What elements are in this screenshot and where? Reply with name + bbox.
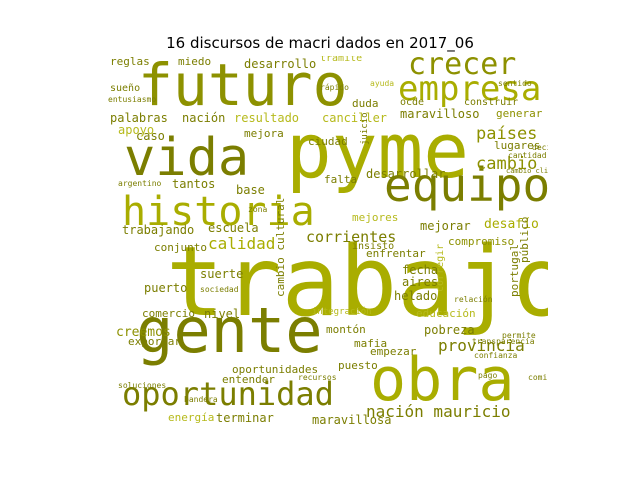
word-cloud-word: bandera	[184, 395, 218, 404]
word-cloud-word: reglas	[110, 56, 150, 68]
word-cloud-word: maravillosa	[312, 413, 392, 426]
word-cloud-word: montón	[326, 323, 366, 336]
word-cloud-word: público	[518, 216, 531, 263]
word-cloud-word: ocde	[400, 97, 425, 108]
word-cloud-word: base	[236, 183, 265, 197]
word-cloud-word: cambio cultural	[274, 197, 287, 297]
word-cloud-word: apoyo	[118, 123, 155, 137]
word-cloud-word: canciller	[322, 111, 388, 125]
word-cloud-word: oportunidades	[232, 363, 319, 376]
word-cloud-word: pobreza	[424, 323, 475, 337]
word-cloud-word: mejorar	[420, 219, 471, 233]
word-cloud-word: miedo	[178, 56, 212, 68]
word-cloud-word: nación mauricio	[366, 402, 511, 421]
word-cloud-word: comisión	[528, 373, 548, 382]
word-cloud-word: caso	[136, 129, 165, 143]
word-cloud-word: fecha	[402, 263, 439, 277]
word-cloud-word: sueño	[110, 83, 141, 94]
word-cloud-word: integración	[312, 307, 372, 317]
word-cloud-word: desafío	[484, 217, 539, 232]
word-cloud-word: generar	[496, 107, 543, 120]
word-cloud-word: resultado	[234, 111, 300, 125]
word-cloud-word: entusiasmo	[108, 95, 157, 104]
word-cloud-word: aires	[402, 275, 439, 289]
word-cloud-word: pyme	[286, 106, 470, 195]
word-cloud-word: empezar	[370, 345, 417, 358]
word-cloud-word: puesto	[338, 359, 378, 372]
word-cloud-word: comercio	[142, 307, 195, 320]
word-cloud-word: países	[476, 124, 538, 144]
word-cloud-word: duda	[352, 97, 379, 110]
word-cloud-word: cambio climático	[506, 167, 548, 175]
word-cloud-word: desarrollo	[244, 57, 317, 71]
word-cloud-word: decidir	[532, 143, 548, 152]
word-cloud-word: puerto	[144, 281, 188, 295]
word-cloud-word: maravilloso	[400, 107, 480, 121]
word-cloud-word: compromiso	[448, 235, 515, 248]
word-cloud-word: oportunidad	[122, 375, 334, 413]
word-cloud-word: vida	[124, 128, 250, 188]
word-cloud-word: desarrollar	[366, 167, 446, 181]
word-cloud-word: cantidad	[508, 151, 547, 160]
word-cloud-word: historia	[122, 189, 315, 235]
word-cloud-word: pago	[478, 371, 498, 380]
word-cloud-word: insisto	[352, 241, 395, 252]
word-cloud-word: crecer	[408, 56, 517, 82]
word-cloud-word: gente	[136, 294, 323, 367]
word-cloud-word: tantos	[172, 177, 216, 191]
word-cloud-word: ayuda	[370, 79, 395, 88]
word-cloud-word: escuela	[208, 221, 259, 235]
word-cloud-word: trabajo	[166, 226, 548, 338]
word-cloud-word: nivel	[204, 307, 241, 321]
word-cloud-word: energía	[168, 411, 215, 424]
word-cloud-word: suerte	[200, 267, 244, 281]
word-cloud: trabajo pyme gente obra futuro vida equipo hist…	[108, 56, 548, 426]
word-cloud-word: nación	[182, 111, 226, 125]
word-cloud-word: rápido	[320, 83, 349, 92]
word-cloud-word: creemos	[116, 325, 171, 340]
word-cloud-word: juicio	[360, 112, 370, 145]
word-cloud-word: trabajando	[122, 223, 195, 237]
word-cloud-word: trámite	[320, 56, 363, 64]
word-cloud-word: sentido	[498, 79, 532, 88]
word-cloud-word: conjunto	[154, 241, 207, 254]
word-cloud-word: palabras	[110, 111, 168, 125]
word-cloud-word: mejores	[352, 211, 399, 224]
word-cloud-word: provincia	[438, 336, 525, 355]
word-cloud-word: sociedad	[200, 285, 239, 294]
word-cloud-word: recursos	[298, 373, 337, 382]
word-cloud-word: corrientes	[306, 228, 397, 246]
word-cloud-word: zona	[248, 205, 268, 214]
word-cloud-word: empresa	[398, 69, 542, 109]
word-cloud-word: futuro	[138, 56, 348, 119]
word-cloud-word: construir	[464, 97, 519, 108]
word-cloud-word: enfrentar	[366, 247, 426, 260]
word-cloud-word: cambio	[476, 154, 538, 174]
word-cloud-word: ciudad	[308, 135, 348, 148]
word-cloud-word: obra	[370, 345, 515, 415]
word-cloud-word: exportar	[128, 335, 181, 348]
word-cloud-word: educación	[416, 307, 476, 320]
word-cloud-word: soluciones	[118, 381, 167, 390]
word-cloud-word: entender	[222, 373, 275, 386]
word-cloud-word: mejora	[244, 127, 284, 140]
word-cloud-word: terminar	[216, 411, 274, 425]
word-cloud-word: falta	[324, 173, 358, 186]
word-cloud-word: lugares	[494, 139, 541, 152]
word-cloud-word: confianza	[474, 351, 518, 360]
word-cloud-word: transparencia	[472, 337, 535, 346]
word-cloud-word: helado	[394, 289, 438, 303]
word-cloud-word: mafia	[354, 337, 388, 350]
word-cloud-word: permite	[502, 331, 536, 340]
word-cloud-word: corregir	[435, 243, 446, 292]
word-cloud-word: argentino	[118, 179, 162, 188]
word-cloud-word: equipo	[384, 158, 548, 212]
chart-title: 16 discursos de macri dados en 2017_06	[166, 34, 474, 52]
word-cloud-word: calidad	[208, 234, 276, 253]
word-cloud-word: relación	[454, 295, 493, 304]
